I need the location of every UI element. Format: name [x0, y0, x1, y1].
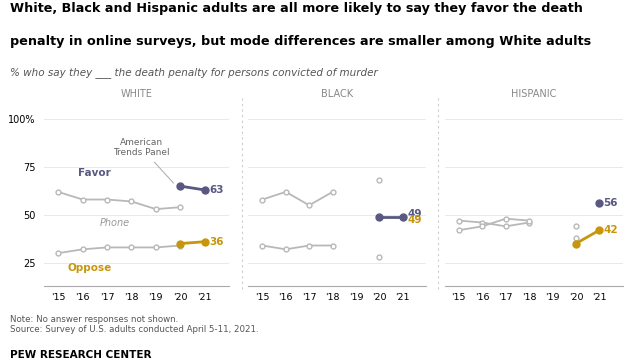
Title: HISPANIC: HISPANIC [511, 89, 556, 99]
Text: Phone: Phone [99, 218, 129, 228]
Text: penalty in online surveys, but mode differences are smaller among White adults: penalty in online surveys, but mode diff… [10, 35, 591, 48]
Text: Favor: Favor [79, 168, 111, 178]
Text: White, Black and Hispanic adults are all more likely to say they favor the death: White, Black and Hispanic adults are all… [10, 2, 582, 15]
Text: Oppose: Oppose [68, 264, 112, 273]
Text: % who say they ___ the death penalty for persons convicted of murder: % who say they ___ the death penalty for… [10, 67, 378, 78]
Text: 56: 56 [604, 198, 618, 208]
Text: PEW RESEARCH CENTER: PEW RESEARCH CENTER [10, 350, 151, 360]
Title: BLACK: BLACK [321, 89, 353, 99]
Text: 49: 49 [407, 209, 422, 219]
Text: American
Trends Panel: American Trends Panel [113, 138, 173, 183]
Text: 36: 36 [209, 237, 223, 247]
Text: 42: 42 [604, 225, 618, 235]
Text: 63: 63 [209, 185, 223, 195]
Title: WHITE: WHITE [120, 89, 152, 99]
Text: 49: 49 [407, 215, 422, 225]
Text: Note: No answer responses not shown.
Source: Survey of U.S. adults conducted Apr: Note: No answer responses not shown. Sou… [10, 315, 258, 334]
